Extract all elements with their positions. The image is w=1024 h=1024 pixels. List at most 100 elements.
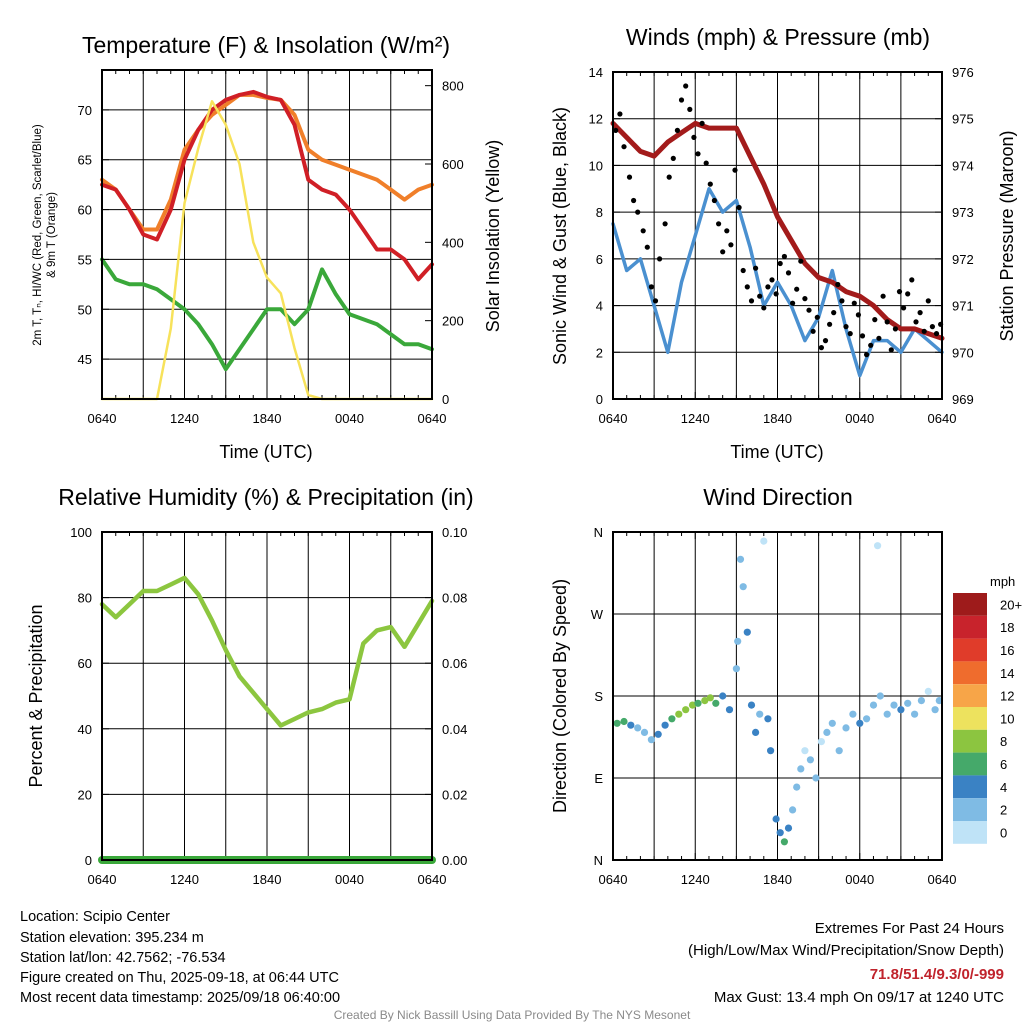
colorbar-label: 0 [1000, 825, 1007, 840]
gust-point [822, 338, 829, 344]
gust-point [814, 314, 820, 320]
wind-chart-title: Winds (mph) & Pressure (mb) [626, 24, 930, 50]
direction-point [654, 730, 662, 738]
gust-point [929, 324, 936, 330]
rh-ytick-label-right: 0.02 [442, 787, 467, 802]
gust-point [769, 277, 775, 283]
gust-point [613, 127, 619, 133]
gust-point [736, 204, 742, 211]
direction-point [647, 736, 656, 744]
gust-point [724, 228, 730, 234]
colorbar-title: mph [990, 574, 1015, 589]
gust-point [674, 127, 681, 133]
direction-point [706, 694, 714, 702]
direction-point [747, 701, 756, 709]
direction-point [931, 706, 939, 714]
colorbar-swatch [953, 615, 987, 639]
gust-point [901, 305, 907, 311]
direction-point [835, 747, 843, 755]
colorbar-label: 4 [1000, 780, 1007, 795]
gust-point [933, 331, 940, 337]
gust-point [716, 221, 722, 227]
direction-point [784, 824, 793, 832]
wind-xtick-label: 1240 [681, 411, 710, 426]
direction-point [712, 699, 720, 707]
direction-point [793, 783, 801, 791]
direction-point [801, 747, 809, 755]
wind-chart: 0640 1240 1840 0040 0640 0 2 4 6 8 10 12 14 969 970 971… [589, 65, 974, 426]
temp-xtick-label: 0040 [335, 411, 364, 426]
gust-point [806, 307, 812, 313]
extremes-values: 71.8/51.4/9.3/0/-999 [870, 966, 1004, 983]
temp-2m-line [100, 89, 434, 282]
gust-point [728, 242, 734, 248]
gust-point [765, 284, 771, 290]
direction-point [812, 774, 820, 782]
direction-point [849, 710, 857, 718]
wind-ytick-label-right: 974 [952, 158, 974, 173]
temp-xtick-label: 0640 [88, 411, 117, 426]
gust-point [843, 324, 849, 330]
direction-point [874, 542, 882, 550]
wind-ytick-label-right: 971 [952, 299, 974, 314]
gust-point [720, 249, 726, 255]
gust-point [670, 155, 676, 161]
rh-ytick-label: 60 [78, 656, 92, 671]
extremes-subtitle: (High/Low/Max Wind/Precipitation/Snow De… [688, 942, 1004, 959]
colorbar-label: 2 [1000, 803, 1007, 818]
colorbar-swatch [953, 821, 987, 844]
gust-point [640, 228, 646, 234]
wdir-xtick-label: 1240 [681, 872, 710, 887]
colorbar-label: 16 [1000, 643, 1014, 658]
gust-point [678, 97, 685, 103]
wdir-left-axis-label: Direction (Colored By Speed) [550, 579, 570, 813]
wind-xtick-label: 0640 [599, 411, 628, 426]
direction-point [743, 628, 751, 636]
rh-ytick-label-right: 0.10 [442, 525, 467, 540]
rh-ytick-label: 80 [78, 591, 92, 606]
direction-point [883, 710, 891, 718]
rh-ytick-label-right: 0.08 [442, 591, 467, 606]
footer-elevation: Station elevation: 395.234 m [20, 930, 204, 946]
rh-ytick-label-right: 0.00 [442, 853, 467, 868]
gust-point [835, 281, 841, 288]
direction-point [640, 728, 649, 737]
wind-xtick-label: 0640 [928, 411, 957, 426]
direction-point [661, 721, 669, 729]
gust-point [691, 134, 697, 140]
colorbar-swatch [953, 798, 987, 821]
direction-point [890, 701, 898, 709]
gust-point [790, 300, 796, 306]
colorbar-swatch [953, 684, 987, 707]
gust-point [851, 300, 857, 306]
wind-xtick-label: 1840 [763, 411, 792, 426]
dewpoint-line [100, 257, 434, 372]
wind-ytick-label: 4 [596, 299, 603, 314]
rh-xtick-label: 1240 [170, 872, 199, 887]
gust-point [872, 317, 878, 323]
temp-ytick-label: 45 [78, 352, 92, 367]
gust-point [884, 319, 890, 325]
gust-point [748, 298, 755, 304]
wind-left-axis-label: Sonic Wind & Gust (Blue, Black) [550, 107, 570, 365]
direction-point [613, 719, 621, 727]
colorbar-label: 20+ [1000, 597, 1022, 612]
wdir-xtick-label: 0040 [845, 872, 874, 887]
wdir-ytick-label: E [594, 771, 603, 786]
wind-ytick-label: 2 [596, 345, 603, 360]
gust-point [847, 331, 853, 337]
gust-point [827, 321, 833, 327]
gust-point [855, 312, 862, 318]
wind-ytick-label: 10 [589, 158, 603, 173]
direction-point [734, 637, 742, 645]
direction-point [780, 838, 789, 846]
gust-point [785, 270, 792, 276]
gust-point [626, 174, 633, 180]
temp-ytick-label-right: 800 [442, 79, 464, 94]
colorbar-label: 18 [1000, 620, 1014, 635]
direction-point [668, 715, 676, 723]
direction-point [732, 665, 741, 673]
temp-ytick-label-right: 0 [442, 392, 449, 407]
wind-ytick-label: 8 [596, 205, 603, 220]
